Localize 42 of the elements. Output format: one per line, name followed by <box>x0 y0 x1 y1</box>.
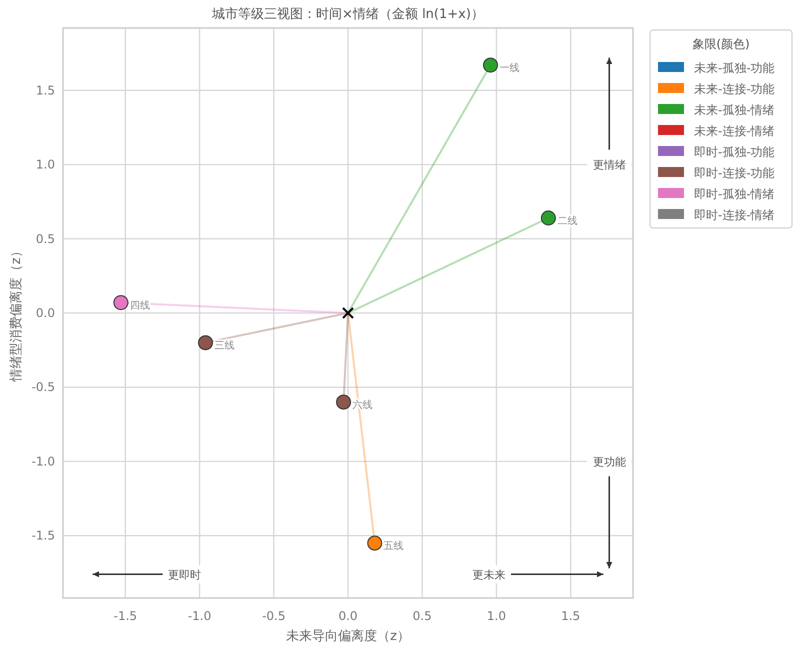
y-tick-label: 1.0 <box>36 158 55 172</box>
annotation: 四线 <box>130 300 150 312</box>
x-tick-label: -1.5 <box>114 609 138 623</box>
y-tick-label: -0.5 <box>32 380 55 394</box>
legend-label: 未来-孤独-情绪 <box>694 103 775 117</box>
point <box>342 307 354 319</box>
point <box>198 335 213 350</box>
y-axis-title: 情绪型消费偏离度（z） <box>8 244 24 382</box>
point <box>336 394 352 410</box>
annotation: 更未来 <box>472 568 506 582</box>
annotation: 更情绪 <box>592 158 626 172</box>
x-tick-label: -1.0 <box>188 609 212 623</box>
x-tick-label: 1.5 <box>561 609 580 623</box>
y-tick-label: 1.5 <box>36 83 55 98</box>
legend-label: 未来-连接-功能 <box>694 82 775 96</box>
legend-label: 即时-孤独-情绪 <box>694 187 775 201</box>
annotation: 更即时 <box>168 568 202 582</box>
y-tick-label: 0.0 <box>36 306 55 320</box>
chart-title: 城市等级三视图：时间×情绪（金额 ln(1+x)） <box>211 7 484 22</box>
legend-title: 象限(颜色) <box>692 37 750 51</box>
annotation: 更功能 <box>592 455 626 468</box>
point <box>113 295 128 310</box>
legend-label: 即时-孤独-功能 <box>694 145 775 159</box>
x-tick-label: 0.5 <box>412 609 432 623</box>
x-tick-label: 1.0 <box>486 609 506 623</box>
x-axis-title: 未来导向偏离度（z） <box>286 628 410 644</box>
legend-label: 未来-连接-情绪 <box>694 124 775 138</box>
x-tick-label: -0.5 <box>262 609 286 623</box>
point <box>367 536 382 551</box>
y-tick-label: -1.5 <box>32 528 55 543</box>
annotation: 三线 <box>214 340 234 352</box>
legend-label: 未来-孤独-功能 <box>694 61 775 75</box>
legend-label: 即时-连接-情绪 <box>694 208 775 222</box>
y-tick-label: -1.0 <box>32 454 55 468</box>
annotation: 五线 <box>384 540 404 552</box>
x-tick-label: 0.0 <box>338 609 358 623</box>
legend-label: 即时-连接-功能 <box>694 166 775 180</box>
y-tick-label: 0.5 <box>36 232 55 246</box>
point <box>483 58 498 73</box>
point <box>540 210 556 226</box>
annotation: 一线 <box>500 62 520 74</box>
annotation: 二线 <box>557 215 578 227</box>
